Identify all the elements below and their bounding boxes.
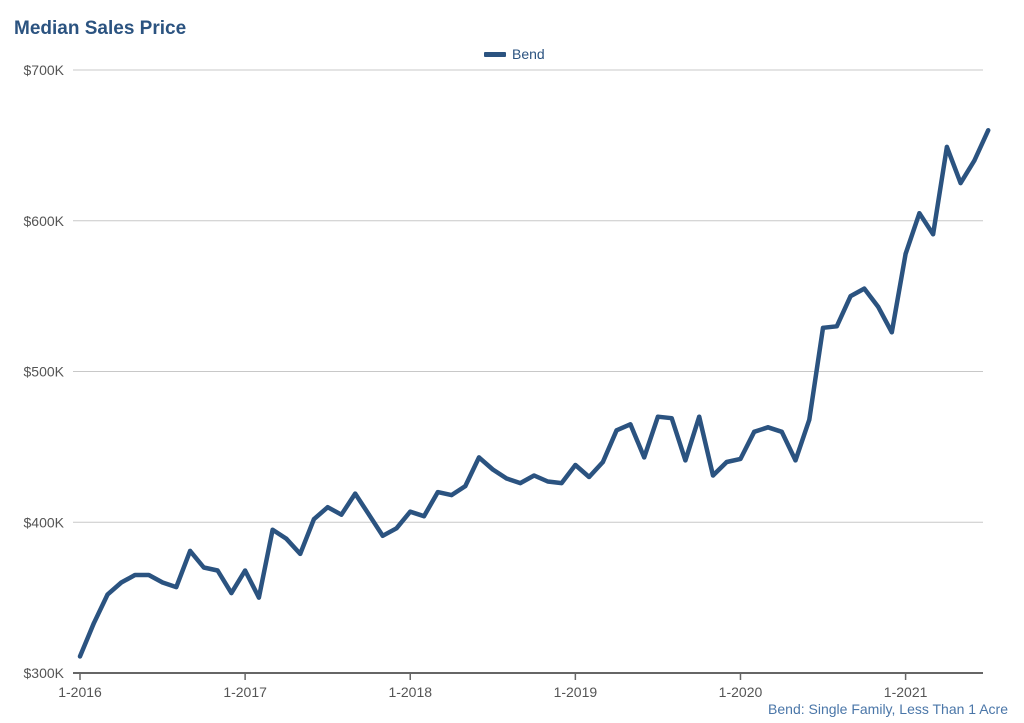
data-point — [174, 585, 179, 590]
data-point — [587, 475, 592, 479]
y-tick-label: $500K — [24, 364, 65, 380]
data-point — [669, 416, 674, 421]
data-point — [766, 425, 770, 430]
data-point — [449, 493, 454, 498]
data-point — [903, 251, 908, 256]
data-point — [642, 455, 647, 460]
data-point — [78, 654, 82, 659]
data-point — [504, 476, 509, 481]
data-point — [683, 458, 688, 463]
data-point — [311, 517, 316, 522]
data-point — [133, 573, 137, 577]
data-point — [91, 621, 96, 626]
data-point — [573, 463, 578, 467]
data-point — [779, 429, 784, 434]
data-point — [614, 428, 619, 433]
data-point — [105, 592, 110, 597]
x-tick-label: 1-2016 — [58, 684, 102, 700]
data-point — [394, 526, 399, 531]
x-tick-label: 1-2019 — [554, 684, 598, 700]
data-point — [229, 591, 234, 596]
data-point — [367, 512, 371, 517]
data-point — [256, 595, 261, 600]
data-point — [435, 490, 440, 495]
x-tick-label: 1-2021 — [884, 684, 928, 700]
data-point — [944, 144, 949, 149]
data-point — [477, 455, 481, 460]
data-point — [600, 460, 605, 464]
data-point — [958, 181, 963, 186]
data-point — [738, 456, 743, 461]
data-point — [243, 568, 248, 573]
chart-title: Median Sales Price — [14, 18, 187, 39]
data-point — [270, 527, 275, 532]
data-point — [188, 548, 193, 553]
data-point — [353, 491, 358, 496]
data-point — [793, 458, 798, 463]
data-point — [697, 414, 702, 419]
data-point — [724, 460, 729, 464]
data-point — [408, 509, 413, 514]
data-point — [201, 565, 206, 570]
y-tick-label: $400K — [24, 514, 65, 530]
legend-label-bend: Bend — [512, 46, 545, 62]
source-note: Bend: Single Family, Less Than 1 Acre — [768, 701, 1008, 717]
data-point — [752, 429, 757, 434]
data-point — [931, 232, 936, 237]
data-point — [284, 536, 289, 541]
data-point — [463, 484, 468, 489]
data-point — [862, 286, 867, 291]
data-point — [876, 304, 881, 309]
x-tick-label: 1-2018 — [388, 684, 432, 700]
data-point — [628, 422, 633, 427]
data-point — [339, 512, 344, 517]
series-line-bend — [77, 128, 991, 659]
data-point — [834, 324, 839, 329]
x-tick-label: 1-2020 — [719, 684, 763, 700]
data-point — [160, 580, 165, 585]
data-point — [146, 573, 151, 577]
data-point — [889, 330, 894, 335]
legend-swatch-bend — [484, 51, 506, 57]
data-point — [559, 481, 564, 486]
data-point — [545, 479, 550, 484]
data-point — [215, 568, 220, 573]
x-tick-label: 1-2017 — [223, 684, 267, 700]
data-point — [972, 158, 977, 163]
legend: Bend — [484, 46, 545, 62]
data-point — [711, 473, 715, 478]
data-point — [119, 580, 124, 585]
data-point — [490, 467, 495, 472]
y-tick-label: $700K — [24, 62, 65, 78]
data-point — [655, 414, 660, 419]
data-point — [325, 505, 330, 510]
data-point — [986, 128, 991, 133]
data-point — [807, 417, 812, 422]
data-point — [532, 473, 537, 478]
data-point — [518, 481, 523, 486]
data-point — [298, 551, 303, 556]
data-point — [917, 211, 922, 216]
data-point — [422, 514, 426, 519]
y-tick-label: $300K — [24, 665, 65, 681]
data-point — [821, 325, 825, 330]
data-point — [380, 533, 385, 538]
data-point — [848, 294, 853, 299]
y-tick-label: $600K — [24, 213, 65, 229]
